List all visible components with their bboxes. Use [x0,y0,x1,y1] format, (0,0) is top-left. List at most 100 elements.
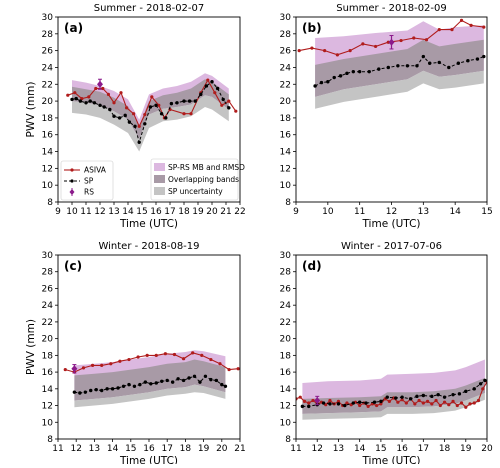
sp-point [338,74,343,78]
sp-point [72,390,77,394]
asiva-point [476,398,481,403]
asiva-point [468,402,472,406]
y-tick-label: 16 [42,131,54,141]
sp-point [192,374,197,378]
y-tick-label: 12 [280,402,291,412]
sp-point [203,374,208,378]
sp-point [108,107,112,112]
y-tick-label: 18 [42,114,54,124]
sp-point [415,394,419,399]
y-tick-label: 14 [280,148,292,158]
asiva-point [191,351,195,355]
y-tick-label: 12 [42,164,53,174]
asiva-point [137,124,141,128]
y-tick-label: 22 [280,318,291,328]
plot-area [63,350,240,408]
y-tick-label: 20 [280,97,292,107]
y-tick-label: 16 [280,131,292,141]
sp-point [464,389,468,394]
y-tick-label: 26 [280,47,292,57]
sp-point [223,384,228,389]
asiva-point [311,398,315,403]
sp-point [436,392,440,397]
asiva-point [379,402,383,406]
asiva-point [132,112,136,116]
sp-point [121,384,126,389]
sp-point [451,392,455,397]
y-tick-label: 28 [42,268,54,278]
y-tick-label: 18 [42,351,54,361]
sp-point [300,404,305,409]
asiva-point [227,99,231,103]
asiva-point [189,112,193,116]
asiva-point [125,106,129,110]
y-tick-label: 10 [280,418,292,428]
y-tick-label: 24 [42,301,54,311]
asiva-point [459,18,464,22]
asiva-point [218,362,222,366]
x-axis-label: Time (UTC) [119,455,178,464]
asiva-point [335,53,339,57]
x-tick-label: 11 [52,444,63,454]
y-tick-label: 24 [280,301,292,311]
x-tick-label: 21 [220,207,231,217]
sp-point [367,69,371,74]
panel-c: 11 12 13 14 15 16 17 18 19 20 21 8 10 12 14 16 18 20 22 24 2… [25,241,246,467]
asiva-point [482,25,486,29]
asiva-point [412,36,416,40]
sp-point [345,71,349,76]
y-tick-label: 22 [42,80,53,90]
y-tick-label: 14 [42,385,54,395]
legend-sp-marker [70,179,74,183]
asiva-point [455,403,459,408]
panel-label: (d) [302,259,322,273]
asiva-point [424,38,429,42]
panel-a: 9 10 11 12 13 14 15 16 17 18 19 20 21 228101214161820… [25,3,246,230]
x-tick-label: 16 [143,444,155,454]
asiva-point [154,353,158,357]
x-tick-label: 20 [206,207,218,217]
sp-point [475,57,480,61]
sp-point [137,140,141,144]
legend-mb-rmsd-label: SP-RS MB and RMSD [168,163,245,172]
sp-point [343,403,347,408]
x-tick-label: 19 [198,444,210,454]
sp-point [204,84,209,88]
asiva-point [87,95,91,99]
sp-point [386,65,391,70]
sp-point [176,377,180,381]
sp-point [328,402,332,406]
legend-left-box [60,160,114,201]
sp-point [351,69,355,74]
legend-right: SP-RS MB and RMSD Overlapping bands SP unc… [150,158,245,201]
asiva-point [447,403,451,407]
panel-title: Winter - 2017-07-06 [341,241,442,252]
legend-sp-unc-label: SP uncertainty [168,187,223,196]
sp-point [307,404,311,409]
x-tick-label: 18 [439,444,451,454]
sp-point [372,400,377,404]
sp-point [132,384,137,389]
asiva-point [438,403,442,408]
asiva-point [345,401,349,405]
y-tick-label: 30 [42,13,54,23]
x-tick-label: 12 [386,207,397,217]
sp-point [133,124,137,129]
sp-point [70,97,74,102]
sp-line [314,55,484,87]
axes-frame [295,254,488,440]
asiva-point [421,401,425,405]
plot-area [296,359,487,420]
y-tick-label: 14 [42,148,54,158]
x-tick-label: 12 [70,444,81,454]
y-tick-label: 16 [42,368,54,378]
sp-point [364,401,368,405]
y-tick-label: 28 [280,30,292,40]
sp-point [457,392,462,396]
asiva-point [172,352,177,357]
x-tick-label: 9 [293,207,299,217]
asiva-point [425,399,430,403]
x-tick-label: 13 [418,207,429,217]
asiva-point [386,40,390,44]
sp-point [421,393,426,398]
